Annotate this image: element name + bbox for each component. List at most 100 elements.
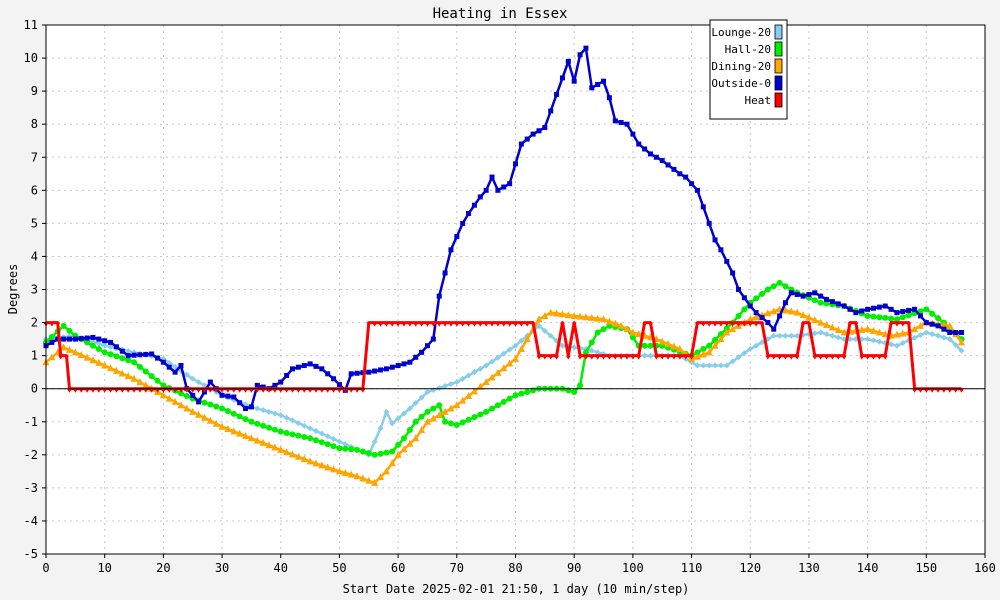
outside-0-marker <box>736 287 742 292</box>
hall-20-marker <box>629 334 636 341</box>
hall-20-marker <box>459 419 466 426</box>
tick-labels: 0 10 20 30 40 50 60 70 80 90 100 110 120 130 140 150 160… <box>24 18 996 575</box>
dining-20-marker <box>95 358 103 366</box>
outside-0-marker <box>483 187 489 193</box>
legend-label-lounge-20: Lounge-20 <box>711 26 771 39</box>
x-tick-label: 90 <box>567 561 581 575</box>
outside-0-marker <box>882 303 888 309</box>
outside-0-marker <box>953 329 959 335</box>
lounge-20-marker <box>406 405 413 412</box>
dining-20-marker <box>470 387 478 395</box>
heat-marker <box>524 322 530 327</box>
lounge-20-marker <box>183 371 190 378</box>
lounge-20-marker <box>172 363 179 370</box>
dining-20-marker <box>611 319 619 327</box>
outside-0-marker <box>284 372 290 378</box>
heat-marker <box>618 355 624 360</box>
hall-20-marker <box>60 322 67 329</box>
x-tick-label: 140 <box>857 561 879 575</box>
heat-marker <box>108 388 114 393</box>
dining-20-marker <box>881 330 889 338</box>
dining-20-marker <box>48 353 56 361</box>
y-tick-label: 6 <box>31 183 38 197</box>
dining-20-marker <box>764 309 772 317</box>
outside-0-marker <box>589 85 595 91</box>
dining-20-marker <box>770 307 778 315</box>
dining-20-marker <box>394 450 402 458</box>
heat-marker <box>119 388 125 393</box>
lounge-20-marker <box>412 400 419 407</box>
dining-20-marker <box>553 309 561 317</box>
lounge-20-marker <box>400 410 407 417</box>
heat-marker <box>647 322 653 327</box>
hall-20-marker <box>888 315 895 322</box>
lounge-20-marker <box>107 344 114 351</box>
heat-marker <box>419 322 425 327</box>
heat-marker <box>143 388 149 393</box>
hall-20-marker <box>494 402 501 409</box>
outside-0-marker <box>401 361 407 367</box>
heat-marker <box>266 388 272 393</box>
lounge-20-marker <box>201 382 208 389</box>
heat-marker <box>577 355 583 360</box>
outside-0-marker <box>530 131 536 137</box>
dining-20-marker <box>506 359 514 367</box>
legend-swatch-heat <box>774 92 783 108</box>
legend-label-dining-20: Dining-20 <box>711 60 771 73</box>
hall-20-marker <box>882 314 889 321</box>
hall-20-marker <box>307 435 314 442</box>
hall-20-marker <box>758 290 765 297</box>
heat-marker <box>953 388 959 393</box>
lounge-20-marker <box>330 435 337 442</box>
hall-20-marker <box>330 443 337 450</box>
lounge-20-marker <box>958 347 965 354</box>
outside-0-marker <box>354 370 360 376</box>
heat-marker <box>653 355 659 360</box>
lounge-20-marker <box>647 352 654 359</box>
dining-20-marker <box>535 315 543 323</box>
hall-20-marker <box>289 431 296 438</box>
outside-0-marker <box>442 270 448 276</box>
outside-0-marker <box>518 141 524 147</box>
dining-20-marker <box>834 326 842 334</box>
outside-0-marker <box>923 320 929 326</box>
hall-20-marker <box>154 377 161 384</box>
legend-label-hall-20: Hall-20 <box>725 43 771 56</box>
heat-marker <box>859 355 865 360</box>
outside-0-marker <box>835 301 841 307</box>
hall-20-marker <box>776 279 783 286</box>
dining-20-marker <box>828 323 836 331</box>
heat-marker <box>49 322 55 327</box>
dining-20-marker <box>71 348 79 356</box>
outside-0-marker <box>307 361 313 367</box>
heat-marker <box>912 388 918 393</box>
hall-20-marker <box>512 392 519 399</box>
dining-20-marker <box>418 426 426 434</box>
heat-marker <box>201 388 207 393</box>
outside-0-marker <box>765 320 771 326</box>
y-tick-label: 3 <box>31 283 38 297</box>
outside-0-marker <box>606 95 612 101</box>
lounge-20-marker <box>717 362 724 369</box>
dining-20-marker <box>195 410 203 418</box>
dining-20-marker <box>429 414 437 422</box>
outside-0-marker <box>571 78 577 84</box>
outside-0-marker <box>782 300 788 306</box>
outside-0-marker <box>718 247 724 253</box>
lounge-20-marker <box>289 417 296 424</box>
outside-0-marker <box>636 141 642 147</box>
heat-marker <box>941 388 947 393</box>
dining-20-marker <box>435 411 443 419</box>
hall-20-marker <box>148 373 155 380</box>
outside-0-marker <box>612 118 618 124</box>
dining-20-marker <box>136 378 144 386</box>
hall-20-marker <box>160 382 167 389</box>
lounge-20-marker <box>453 379 460 386</box>
outside-0-marker <box>125 353 131 359</box>
lounge-20-marker <box>312 428 319 435</box>
lounge-20-marker <box>101 342 108 349</box>
dining-20-marker <box>517 345 525 353</box>
hall-20-marker <box>271 426 278 433</box>
heat-marker <box>84 388 90 393</box>
dining-20-marker <box>570 311 578 319</box>
